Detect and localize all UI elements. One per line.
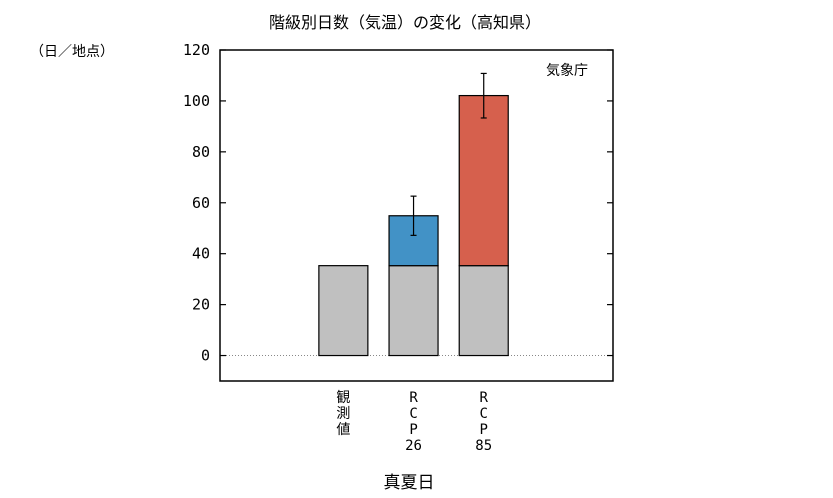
x-category-label: 測 <box>336 406 350 422</box>
error-bars <box>410 72 487 236</box>
x-category-label: 85 <box>475 438 492 454</box>
bar-increase <box>388 215 439 267</box>
bar-baseline <box>388 265 439 357</box>
chart-title: 階級別日数（気温）の変化（高知県） <box>269 13 541 32</box>
bar-baseline <box>458 265 509 357</box>
source-label: 気象庁 <box>546 63 588 79</box>
y-tick-label: 0 <box>201 347 210 365</box>
y-tick-label: 40 <box>192 245 210 263</box>
bars <box>318 94 509 357</box>
y-tick-label: 80 <box>192 143 210 161</box>
x-category-label: C <box>409 406 417 422</box>
y-axis: 0 20 40 60 80 100 120 <box>183 41 613 365</box>
bar-baseline <box>318 265 369 357</box>
y-tick-label: 100 <box>183 92 210 110</box>
x-category-label: P <box>480 422 488 438</box>
y-axis-unit-label: （日／地点） <box>30 44 114 60</box>
x-category-label: C <box>480 406 488 422</box>
x-category-label: 26 <box>405 438 422 454</box>
y-tick-label: 20 <box>192 296 210 314</box>
x-category-label: R <box>480 390 489 406</box>
x-category-label: R <box>409 390 418 406</box>
y-tick-label: 60 <box>192 194 210 212</box>
x-category-label: P <box>409 422 417 438</box>
x-axis-title: 真夏日 <box>384 473 435 493</box>
y-tick-label: 120 <box>183 41 210 59</box>
x-category-label: 値 <box>336 422 350 438</box>
bar-increase <box>458 94 509 267</box>
x-category-label: 観 <box>336 389 350 406</box>
plot-frame <box>219 49 614 382</box>
